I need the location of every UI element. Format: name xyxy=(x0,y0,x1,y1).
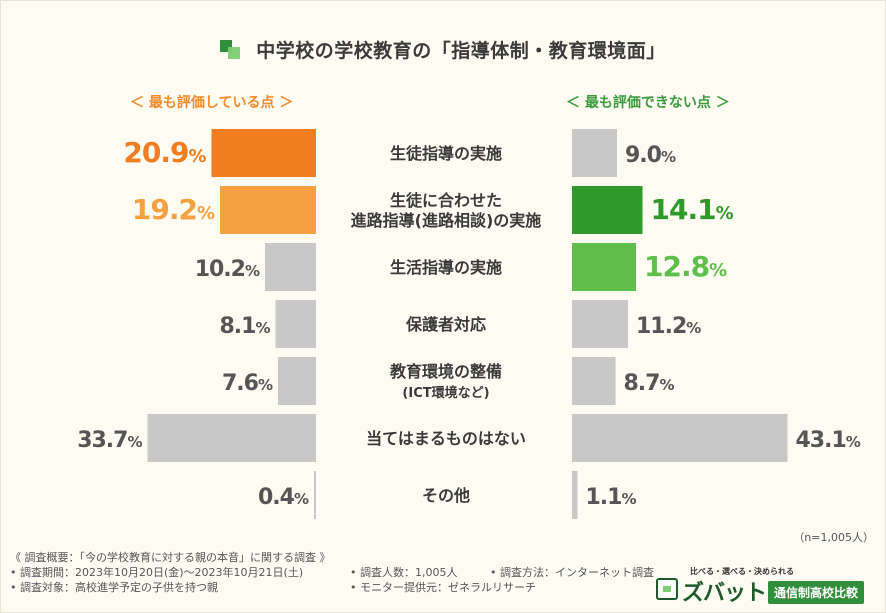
left-value-label-6: 0.4% xyxy=(258,485,309,510)
category-label-4-0: 教育環境の整備 xyxy=(390,362,502,381)
squares-icon xyxy=(220,40,242,60)
survey-count: • 調査人数：1,005人 xyxy=(350,566,458,579)
logo-name: ズバット xyxy=(682,581,767,606)
right-bar-2 xyxy=(572,243,636,291)
category-label-5-0: 当てはまるものはない xyxy=(366,429,526,448)
left-bar-3 xyxy=(275,300,316,348)
left-value-label-3: 8.1% xyxy=(219,314,270,339)
right-value-label-0: 9.0% xyxy=(625,143,676,168)
category-label-2-0: 生活指導の実施 xyxy=(390,258,502,277)
survey-title: 《 調査概要：「今の学校教育に対する親の本音」に関する調査 》 xyxy=(10,551,331,564)
left-value-label-0: 20.9% xyxy=(123,136,206,169)
left-value-label-5: 33.7% xyxy=(77,428,142,453)
category-label-0-0: 生徒指導の実施 xyxy=(390,144,502,163)
right-bar-1 xyxy=(572,186,643,234)
left-bar-1 xyxy=(220,186,316,234)
left-bar-0 xyxy=(211,129,316,177)
right-bar-3 xyxy=(572,300,628,348)
right-column-header: ＜ 最も評価できない点 ＞ xyxy=(566,95,730,111)
zubat-logo: 比べる・選べる・決められる ズバット 通信制高校比較 xyxy=(656,566,880,606)
right-bar-4 xyxy=(572,357,616,405)
right-bar-6 xyxy=(572,471,578,519)
right-value-label-4: 8.7% xyxy=(624,371,675,396)
right-value-label-6: 1.1% xyxy=(586,485,637,510)
category-label-3-0: 保護者対応 xyxy=(405,315,486,334)
category-label-4-1: (ICT環境など) xyxy=(402,385,489,401)
sample-size-note: （n=1,005人） xyxy=(793,531,874,544)
left-bar-4 xyxy=(278,357,316,405)
survey-footer: 《 調査概要：「今の学校教育に対する親の本音」に関する調査 》 • 調査期間：2… xyxy=(10,550,654,595)
survey-provider: • モニター提供元：ゼネラルリサーチ xyxy=(350,581,536,594)
right-bar-0 xyxy=(572,129,617,177)
left-value-label-4: 7.6% xyxy=(222,371,273,396)
logo-badge: 通信制高校比較 xyxy=(768,581,865,604)
logo-mark-icon xyxy=(656,578,678,600)
right-value-label-2: 12.8% xyxy=(644,250,727,283)
chart-title: 中学校の学校教育の「指導体制・教育環境面」 xyxy=(256,40,666,62)
title-area: 中学校の学校教育の「指導体制・教育環境面」 xyxy=(0,36,886,63)
left-bar-6 xyxy=(314,471,316,519)
left-column-header: ＜ 最も評価している点 ＞ xyxy=(130,95,294,111)
left-bar-2 xyxy=(265,243,316,291)
logo-tagline: 比べる・選べる・決められる xyxy=(690,567,794,576)
category-label-6-0: その他 xyxy=(422,486,470,505)
survey-target: • 調査対象：高校進学予定の子供を持つ親 xyxy=(10,581,218,594)
left-value-label-1: 19.2% xyxy=(132,193,215,226)
right-value-label-5: 43.1% xyxy=(796,428,861,453)
right-value-label-1: 14.1% xyxy=(651,193,734,226)
left-value-label-2: 10.2% xyxy=(195,257,260,282)
category-label-1-0: 生徒に合わせた xyxy=(390,191,502,210)
right-bar-5 xyxy=(572,414,788,462)
right-value-label-3: 11.2% xyxy=(636,314,701,339)
left-bar-5 xyxy=(147,414,316,462)
survey-period: • 調査期間：2023年10月20日(金)～2023年10月21日(土) xyxy=(10,566,304,579)
category-label-1-1: 進路指導(進路相談)の実施 xyxy=(351,211,542,230)
survey-method: • 調査方法：インターネット調査 xyxy=(490,566,654,579)
